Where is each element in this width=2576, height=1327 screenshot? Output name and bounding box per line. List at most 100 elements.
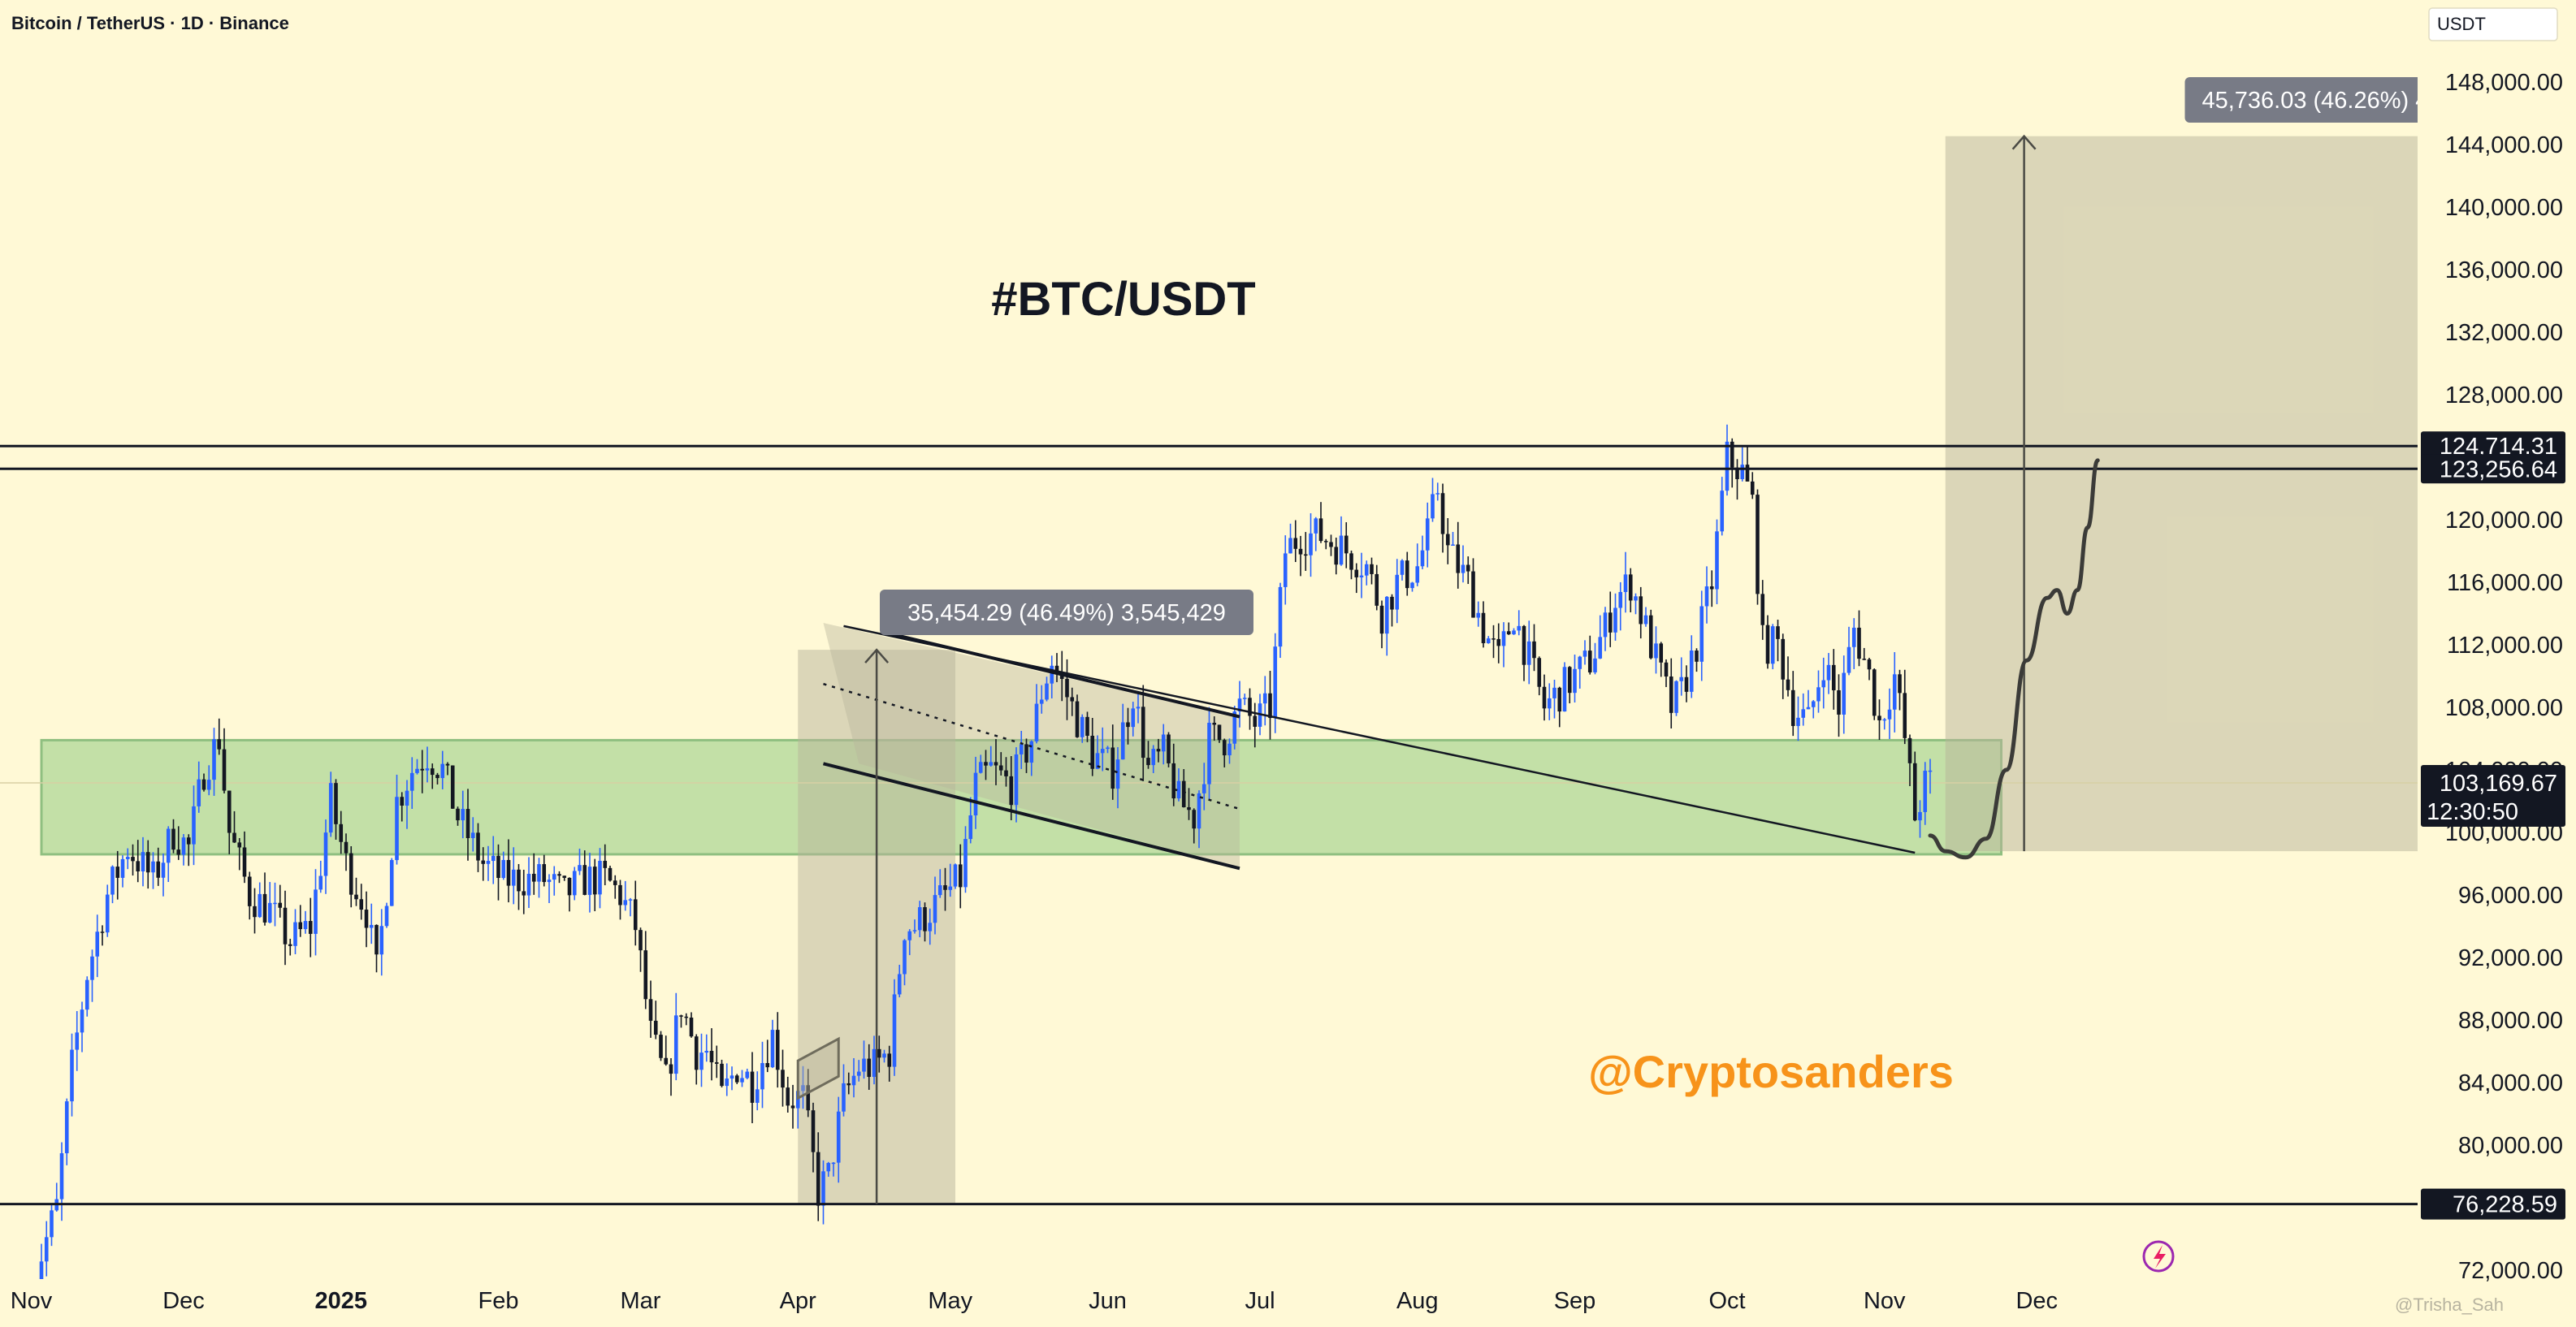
candle[interactable]: [298, 905, 303, 937]
candle[interactable]: [998, 752, 1003, 776]
candle[interactable]: [105, 884, 110, 937]
candle[interactable]: [994, 739, 998, 785]
currency-button[interactable]: USDT: [2428, 7, 2558, 41]
candle[interactable]: [1837, 674, 1841, 737]
candle[interactable]: [1364, 560, 1369, 586]
candle[interactable]: [1811, 700, 1816, 719]
candle[interactable]: [1912, 751, 1917, 822]
candle[interactable]: [531, 853, 536, 895]
candle[interactable]: [379, 909, 384, 976]
candle[interactable]: [481, 847, 486, 881]
candle[interactable]: [242, 831, 247, 884]
candle[interactable]: [907, 929, 912, 956]
candle[interactable]: [699, 1033, 704, 1087]
candle[interactable]: [1039, 685, 1044, 714]
candle[interactable]: [984, 750, 988, 780]
candle[interactable]: [522, 869, 526, 914]
candle[interactable]: [1014, 747, 1019, 823]
candle[interactable]: [1303, 532, 1308, 571]
candle[interactable]: [1126, 707, 1130, 745]
candle[interactable]: [517, 863, 521, 910]
candle[interactable]: [572, 867, 577, 901]
candle[interactable]: [1750, 472, 1755, 499]
candle[interactable]: [400, 792, 405, 822]
candle[interactable]: [1613, 593, 1617, 641]
candle[interactable]: [862, 1040, 866, 1079]
candle[interactable]: [811, 1102, 816, 1173]
candle[interactable]: [1405, 551, 1409, 596]
candle[interactable]: [1339, 516, 1344, 566]
candle[interactable]: [80, 1001, 84, 1053]
candle[interactable]: [1557, 686, 1562, 728]
candle[interactable]: [181, 834, 186, 866]
candle[interactable]: [943, 867, 947, 911]
candle[interactable]: [161, 854, 166, 897]
candle[interactable]: [1796, 696, 1800, 741]
candle[interactable]: [1821, 657, 1826, 709]
candle[interactable]: [1400, 559, 1405, 581]
candle[interactable]: [1034, 684, 1039, 744]
trendline[interactable]: [843, 625, 1916, 854]
candle[interactable]: [1720, 477, 1725, 536]
candle[interactable]: [709, 1028, 714, 1081]
candle[interactable]: [110, 865, 115, 904]
candle[interactable]: [511, 847, 516, 905]
candle[interactable]: [349, 846, 353, 908]
candle[interactable]: [222, 728, 227, 793]
measure-label-past[interactable]: 35,454.29 (46.49%) 3,545,429: [880, 590, 1253, 635]
candle[interactable]: [734, 1074, 739, 1084]
candle[interactable]: [917, 901, 922, 938]
candle[interactable]: [1608, 591, 1613, 647]
candle[interactable]: [1776, 620, 1780, 662]
candle[interactable]: [1471, 558, 1475, 618]
candle[interactable]: [963, 826, 968, 893]
candle[interactable]: [1131, 702, 1136, 737]
candle[interactable]: [582, 850, 587, 896]
candle[interactable]: [95, 914, 100, 978]
candle[interactable]: [1593, 642, 1597, 675]
candle[interactable]: [1669, 658, 1673, 728]
candle[interactable]: [339, 810, 344, 854]
candle[interactable]: [790, 1084, 795, 1129]
candle[interactable]: [496, 844, 500, 901]
candle[interactable]: [1050, 655, 1054, 698]
candle[interactable]: [557, 871, 561, 884]
candle[interactable]: [1872, 668, 1877, 720]
candle[interactable]: [1384, 595, 1389, 656]
candle[interactable]: [1634, 593, 1638, 615]
candle[interactable]: [1004, 757, 1008, 787]
candle[interactable]: [318, 860, 323, 893]
candle[interactable]: [465, 789, 470, 861]
candle[interactable]: [552, 866, 556, 896]
candle[interactable]: [542, 854, 547, 887]
candle[interactable]: [1085, 711, 1089, 742]
candle[interactable]: [1318, 502, 1323, 543]
candle[interactable]: [842, 1064, 846, 1117]
candle[interactable]: [501, 851, 506, 880]
candle[interactable]: [1106, 746, 1110, 754]
candle[interactable]: [1192, 808, 1197, 844]
candle[interactable]: [176, 826, 181, 860]
candle[interactable]: [801, 1065, 805, 1109]
candle[interactable]: [1156, 738, 1161, 763]
candle[interactable]: [1283, 535, 1288, 605]
candle[interactable]: [1923, 762, 1928, 825]
candle[interactable]: [328, 772, 333, 837]
candle[interactable]: [354, 877, 358, 906]
candle[interactable]: [903, 939, 907, 986]
candle[interactable]: [262, 872, 267, 926]
candle[interactable]: [435, 772, 439, 785]
candle[interactable]: [293, 909, 297, 954]
candle[interactable]: [684, 1013, 689, 1026]
candle[interactable]: [587, 853, 592, 913]
candle[interactable]: [430, 763, 435, 789]
candle[interactable]: [156, 847, 161, 886]
candle[interactable]: [1288, 523, 1292, 554]
candle[interactable]: [1181, 769, 1186, 808]
candle[interactable]: [1715, 519, 1719, 604]
candle[interactable]: [912, 919, 917, 934]
candle[interactable]: [1100, 727, 1105, 772]
candle[interactable]: [618, 880, 622, 920]
candle[interactable]: [725, 1063, 730, 1096]
